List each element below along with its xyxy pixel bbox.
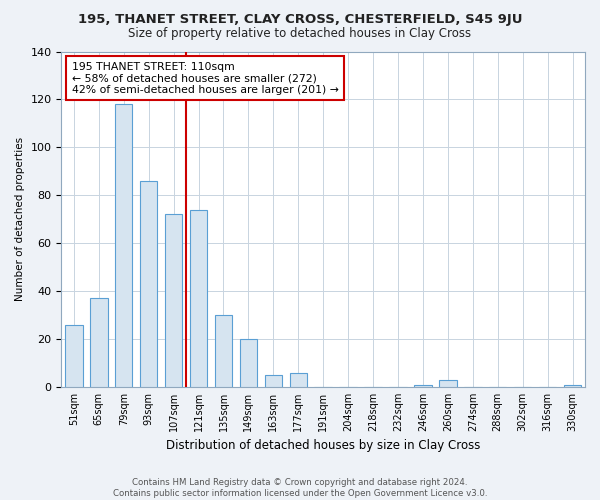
- Text: Contains HM Land Registry data © Crown copyright and database right 2024.
Contai: Contains HM Land Registry data © Crown c…: [113, 478, 487, 498]
- Text: 195 THANET STREET: 110sqm
← 58% of detached houses are smaller (272)
42% of semi: 195 THANET STREET: 110sqm ← 58% of detac…: [72, 62, 339, 95]
- Text: 195, THANET STREET, CLAY CROSS, CHESTERFIELD, S45 9JU: 195, THANET STREET, CLAY CROSS, CHESTERF…: [78, 12, 522, 26]
- Bar: [290, 372, 307, 387]
- Text: Size of property relative to detached houses in Clay Cross: Size of property relative to detached ho…: [128, 28, 472, 40]
- Bar: [215, 315, 232, 387]
- Bar: [65, 324, 83, 387]
- X-axis label: Distribution of detached houses by size in Clay Cross: Distribution of detached houses by size …: [166, 440, 481, 452]
- Bar: [115, 104, 133, 387]
- Bar: [140, 181, 157, 387]
- Y-axis label: Number of detached properties: Number of detached properties: [15, 137, 25, 302]
- Bar: [439, 380, 457, 387]
- Bar: [165, 214, 182, 387]
- Bar: [564, 384, 581, 387]
- Bar: [414, 384, 431, 387]
- Bar: [90, 298, 107, 387]
- Bar: [265, 375, 282, 387]
- Bar: [190, 210, 207, 387]
- Bar: [239, 339, 257, 387]
